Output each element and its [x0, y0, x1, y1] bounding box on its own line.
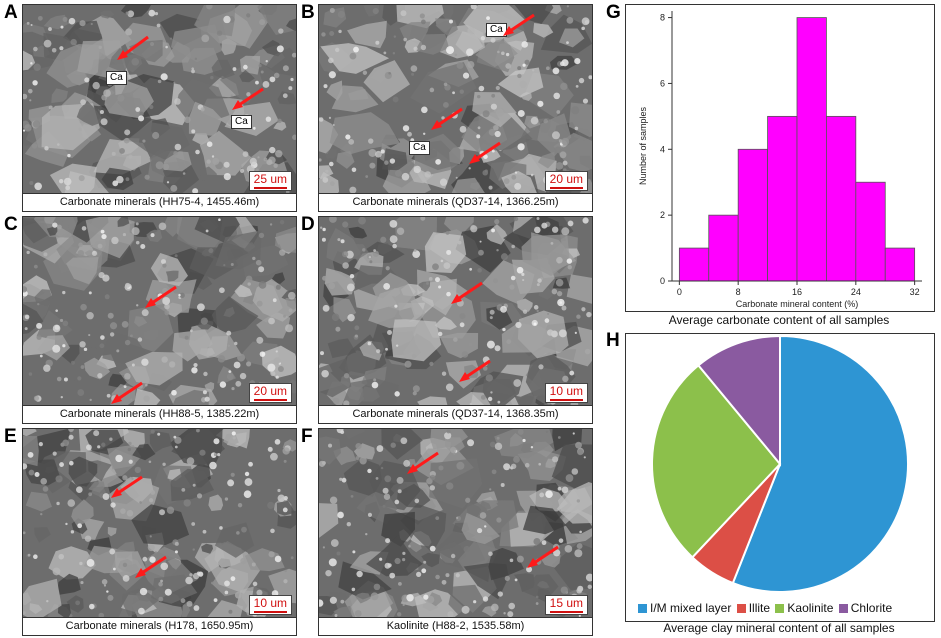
panel-letter-c: C	[4, 214, 18, 235]
scale-label: 10 um	[549, 384, 583, 398]
y-tick-label: 8	[660, 13, 665, 23]
sem-caption-a: Carbonate minerals (HH75-4, 1455.46m)	[23, 193, 296, 211]
histogram-chart: 0 2 4 6 8 0 8 16 24 32 Carbonate mineral content (…	[625, 4, 935, 312]
scale-bar: 20 um	[544, 171, 588, 191]
pie-chart: I/M mixed layer Illite Kaolinite Chlorit…	[625, 333, 935, 622]
legend-swatch	[775, 604, 785, 613]
histogram-caption: Average carbonate content of all samples	[668, 313, 890, 327]
y-tick-label: 6	[660, 78, 665, 88]
scale-label: 25 um	[253, 172, 287, 186]
panel-letter-h: H	[606, 330, 620, 351]
sem-texture	[319, 217, 592, 405]
scale-bar: 15 um	[544, 595, 588, 615]
sem-image-d: 10 um Carbonate minerals (QD37-14, 1368.…	[318, 216, 593, 424]
panel-letter-a: A	[4, 2, 18, 23]
histogram-bar	[796, 17, 827, 282]
y-tick-label: 4	[660, 144, 665, 154]
red-arrow-icon	[117, 35, 149, 60]
scale-bar: 20 um	[248, 383, 292, 403]
histogram-bar	[678, 247, 710, 282]
x-tick-label: 32	[910, 287, 920, 297]
red-arrow-icon	[451, 281, 483, 304]
red-arrow-icon	[135, 555, 167, 578]
scale-bar: 10 um	[248, 595, 292, 615]
scale-label: 20 um	[253, 384, 287, 398]
ca-label: Ca	[486, 23, 507, 37]
red-arrow-icon	[145, 285, 177, 308]
red-arrow-icon	[527, 545, 559, 568]
y-tick-label: 2	[660, 210, 665, 220]
sem-caption-f: Kaolinite (H88-2, 1535.58m)	[319, 617, 592, 635]
red-arrow-icon	[232, 87, 264, 110]
histogram-bar	[737, 148, 768, 282]
legend-swatch	[638, 604, 647, 613]
legend-label-im: I/M mixed layer	[650, 601, 732, 615]
legend-swatch	[838, 604, 848, 613]
legend-label-illite: Illite	[748, 601, 771, 615]
histogram-bar	[884, 247, 916, 282]
red-arrow-icon	[407, 451, 439, 474]
pie-caption: Average clay mineral content of all samp…	[663, 621, 895, 635]
panel-letter-g: G	[606, 2, 621, 23]
histogram-bar	[767, 115, 798, 282]
scale-bar: 10 um	[544, 383, 588, 403]
x-tick-label: 16	[792, 287, 802, 297]
x-tick-label: 0	[677, 287, 682, 297]
ca-label: Ca	[409, 141, 430, 155]
x-tick-label: 24	[851, 287, 861, 297]
y-axis-label: Number of samples	[638, 106, 648, 185]
sem-texture	[319, 429, 592, 617]
pie-slice	[697, 334, 781, 467]
scale-bar: 25 um	[248, 171, 292, 191]
ca-label: Ca	[106, 71, 127, 85]
red-arrow-icon	[431, 107, 463, 130]
legend-label-kaolinite: Kaolinite	[787, 601, 834, 615]
sem-caption-d: Carbonate minerals (QD37-14, 1368.35m)	[319, 405, 592, 423]
red-arrow-icon	[111, 475, 143, 498]
red-arrow-icon	[503, 13, 535, 36]
ca-label: Ca	[231, 115, 252, 129]
sem-image-e: 10 um Carbonate minerals (H178, 1650.95m…	[22, 428, 297, 636]
red-arrow-icon	[469, 141, 501, 164]
pie-svg	[651, 334, 909, 593]
sem-image-c: 20 um Carbonate minerals (HH88-5, 1385.2…	[22, 216, 297, 424]
sem-texture	[319, 5, 592, 193]
legend-swatch	[736, 604, 746, 613]
histogram-bar	[855, 181, 886, 282]
panel-letter-d: D	[301, 214, 315, 235]
y-tick-label: 0	[660, 276, 665, 286]
panel-letter-f: F	[301, 426, 313, 447]
scale-label: 20 um	[549, 172, 583, 186]
panel-letter-e: E	[4, 426, 17, 447]
sem-image-f: 15 um Kaolinite (H88-2, 1535.58m)	[318, 428, 593, 636]
sem-image-a: Ca Ca 25 um Carbonate minerals (HH75-4, …	[22, 4, 297, 212]
x-axis-label: Carbonate mineral content (%)	[736, 299, 859, 309]
scale-label: 15 um	[549, 596, 583, 610]
pie-slice	[731, 334, 909, 593]
legend-label-chlorite: Chlorite	[850, 601, 893, 615]
scale-label: 10 um	[253, 596, 287, 610]
sem-texture	[23, 5, 296, 193]
sem-caption-b: Carbonate minerals (QD37-14, 1366.25m)	[319, 193, 592, 211]
x-tick-label: 8	[736, 287, 741, 297]
histogram-bar	[826, 115, 857, 282]
sem-image-b: Ca Ca 20 um Carbonate minerals (QD37-14,…	[318, 4, 593, 212]
panel-letter-b: B	[301, 2, 315, 23]
pie-slice	[651, 363, 782, 559]
histogram-bar	[708, 214, 739, 282]
sem-caption-e: Carbonate minerals (H178, 1650.95m)	[23, 617, 296, 635]
pie-legend: I/M mixed layer Illite Kaolinite Chlorit…	[636, 601, 892, 615]
sem-caption-c: Carbonate minerals (HH88-5, 1385.22m)	[23, 405, 296, 423]
sem-texture	[23, 429, 296, 617]
red-arrow-icon	[111, 381, 143, 404]
red-arrow-icon	[459, 359, 491, 382]
